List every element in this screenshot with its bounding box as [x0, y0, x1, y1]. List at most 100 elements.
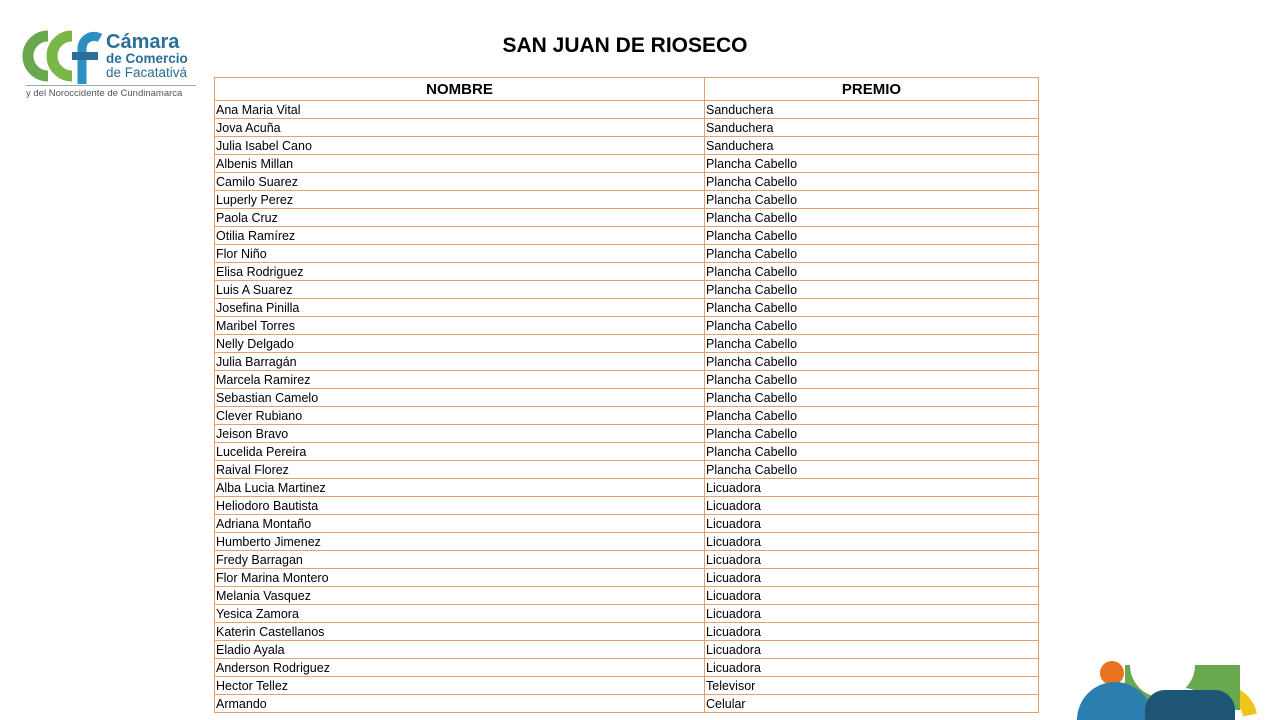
cell-nombre: Ana Maria Vital [214, 100, 705, 119]
table-row: Jeison Bravo Plancha Cabello [214, 424, 1039, 443]
cell-premio: Plancha Cabello [704, 262, 1039, 281]
cell-premio: Plancha Cabello [704, 388, 1039, 407]
cell-nombre: Hector Tellez [214, 676, 705, 695]
cell-premio: Plancha Cabello [704, 316, 1039, 335]
cell-premio: Plancha Cabello [704, 298, 1039, 317]
cell-premio: Licuadora [704, 496, 1039, 515]
header-premio: PREMIO [704, 77, 1039, 101]
logo-name-line2: de Comercio [106, 51, 188, 66]
page-title: SAN JUAN DE RIOSECO [502, 34, 748, 57]
cell-nombre: Clever Rubiano [214, 406, 705, 425]
table-row: Maribel Torres Plancha Cabello [214, 316, 1039, 335]
cell-premio: Sanduchera [704, 136, 1039, 155]
table-row: Adriana Montaño Licuadora [214, 514, 1039, 533]
cell-premio: Licuadora [704, 532, 1039, 551]
cell-nombre: Camilo Suarez [214, 172, 705, 191]
logo-divider [26, 85, 196, 86]
cell-premio: Plancha Cabello [704, 370, 1039, 389]
table-header-row: NOMBRE PREMIO [214, 77, 1039, 101]
table-row: Raival Florez Plancha Cabello [214, 460, 1039, 479]
cell-nombre: Julia Barragán [214, 352, 705, 371]
table-row: Albenis Millan Plancha Cabello [214, 154, 1039, 173]
cell-premio: Plancha Cabello [704, 352, 1039, 371]
cell-nombre: Jeison Bravo [214, 424, 705, 443]
logo-tagline: y del Noroccidente de Cundinamarca [26, 88, 183, 99]
cell-nombre: Alba Lucia Martinez [214, 478, 705, 497]
table-row: Humberto Jimenez Licuadora [214, 532, 1039, 551]
table-row: Hector Tellez Televisor [214, 676, 1039, 695]
table-row: Otilia Ramírez Plancha Cabello [214, 226, 1039, 245]
cell-premio: Sanduchera [704, 118, 1039, 137]
cell-nombre: Jova Acuña [214, 118, 705, 137]
table-row: Lucelida Pereira Plancha Cabello [214, 442, 1039, 461]
table-row: Jova Acuña Sanduchera [214, 118, 1039, 137]
cell-nombre: Melania Vasquez [214, 586, 705, 605]
cell-premio: Plancha Cabello [704, 460, 1039, 479]
table-row: Julia Barragán Plancha Cabello [214, 352, 1039, 371]
table-row: Melania Vasquez Licuadora [214, 586, 1039, 605]
cell-nombre: Fredy Barragan [214, 550, 705, 569]
cell-nombre: Julia Isabel Cano [214, 136, 705, 155]
cell-nombre: Adriana Montaño [214, 514, 705, 533]
table-row: Ana Maria Vital Sanduchera [214, 100, 1039, 119]
table-row: Camilo Suarez Plancha Cabello [214, 172, 1039, 191]
cell-nombre: Elisa Rodriguez [214, 262, 705, 281]
decorative-shapes [1077, 661, 1257, 720]
table-row: Clever Rubiano Plancha Cabello [214, 406, 1039, 425]
ccf-logo: Cámara de Comercio de Facatativá y del N… [20, 28, 200, 108]
cell-nombre: Flor Niño [214, 244, 705, 263]
table-row: Flor Marina Montero Licuadora [214, 568, 1039, 587]
cell-premio: Licuadora [704, 604, 1039, 623]
table-row: Yesica Zamora Licuadora [214, 604, 1039, 623]
cell-premio: Plancha Cabello [704, 190, 1039, 209]
cell-nombre: Eladio Ayala [214, 640, 705, 659]
table-row: Anderson Rodriguez Licuadora [214, 658, 1039, 677]
header-nombre: NOMBRE [214, 77, 705, 101]
cell-nombre: Paola Cruz [214, 208, 705, 227]
table-row: Marcela Ramirez Plancha Cabello [214, 370, 1039, 389]
cell-nombre: Raival Florez [214, 460, 705, 479]
cell-nombre: Luperly Perez [214, 190, 705, 209]
table-row: Elisa Rodriguez Plancha Cabello [214, 262, 1039, 281]
cell-nombre: Anderson Rodriguez [214, 658, 705, 677]
cell-nombre: Humberto Jimenez [214, 532, 705, 551]
logo-name-line1: Cámara [106, 31, 180, 53]
table-row: Paola Cruz Plancha Cabello [214, 208, 1039, 227]
table-row: Flor Niño Plancha Cabello [214, 244, 1039, 263]
cell-nombre: Flor Marina Montero [214, 568, 705, 587]
table-row: Nelly Delgado Plancha Cabello [214, 334, 1039, 353]
table-row: Sebastian Camelo Plancha Cabello [214, 388, 1039, 407]
cell-premio: Plancha Cabello [704, 442, 1039, 461]
cell-nombre: Heliodoro Bautista [214, 496, 705, 515]
cell-premio: Celular [704, 694, 1039, 713]
cell-premio: Licuadora [704, 568, 1039, 587]
cell-premio: Plancha Cabello [704, 172, 1039, 191]
cell-premio: Plancha Cabello [704, 424, 1039, 443]
cell-nombre: Nelly Delgado [214, 334, 705, 353]
table-row: Katerin Castellanos Licuadora [214, 622, 1039, 641]
table-row: Fredy Barragan Licuadora [214, 550, 1039, 569]
cell-premio: Licuadora [704, 550, 1039, 569]
cell-premio: Plancha Cabello [704, 280, 1039, 299]
table-row: Julia Isabel Cano Sanduchera [214, 136, 1039, 155]
table-row: Heliodoro Bautista Licuadora [214, 496, 1039, 515]
cell-nombre: Yesica Zamora [214, 604, 705, 623]
cell-premio: Televisor [704, 676, 1039, 695]
table-row: Luperly Perez Plancha Cabello [214, 190, 1039, 209]
cell-premio: Plancha Cabello [704, 244, 1039, 263]
cell-nombre: Lucelida Pereira [214, 442, 705, 461]
table-row: Eladio Ayala Licuadora [214, 640, 1039, 659]
cell-premio: Plancha Cabello [704, 334, 1039, 353]
cell-nombre: Albenis Millan [214, 154, 705, 173]
logo-name-line3: de Facatativá [106, 65, 188, 80]
cell-nombre: Josefina Pinilla [214, 298, 705, 317]
cell-nombre: Armando [214, 694, 705, 713]
cell-nombre: Otilia Ramírez [214, 226, 705, 245]
cell-nombre: Sebastian Camelo [214, 388, 705, 407]
ccf-logo-mark [22, 30, 103, 84]
cell-nombre: Luis A Suarez [214, 280, 705, 299]
table-row: Alba Lucia Martinez Licuadora [214, 478, 1039, 497]
cell-premio: Licuadora [704, 640, 1039, 659]
cell-premio: Plancha Cabello [704, 406, 1039, 425]
cell-nombre: Marcela Ramirez [214, 370, 705, 389]
